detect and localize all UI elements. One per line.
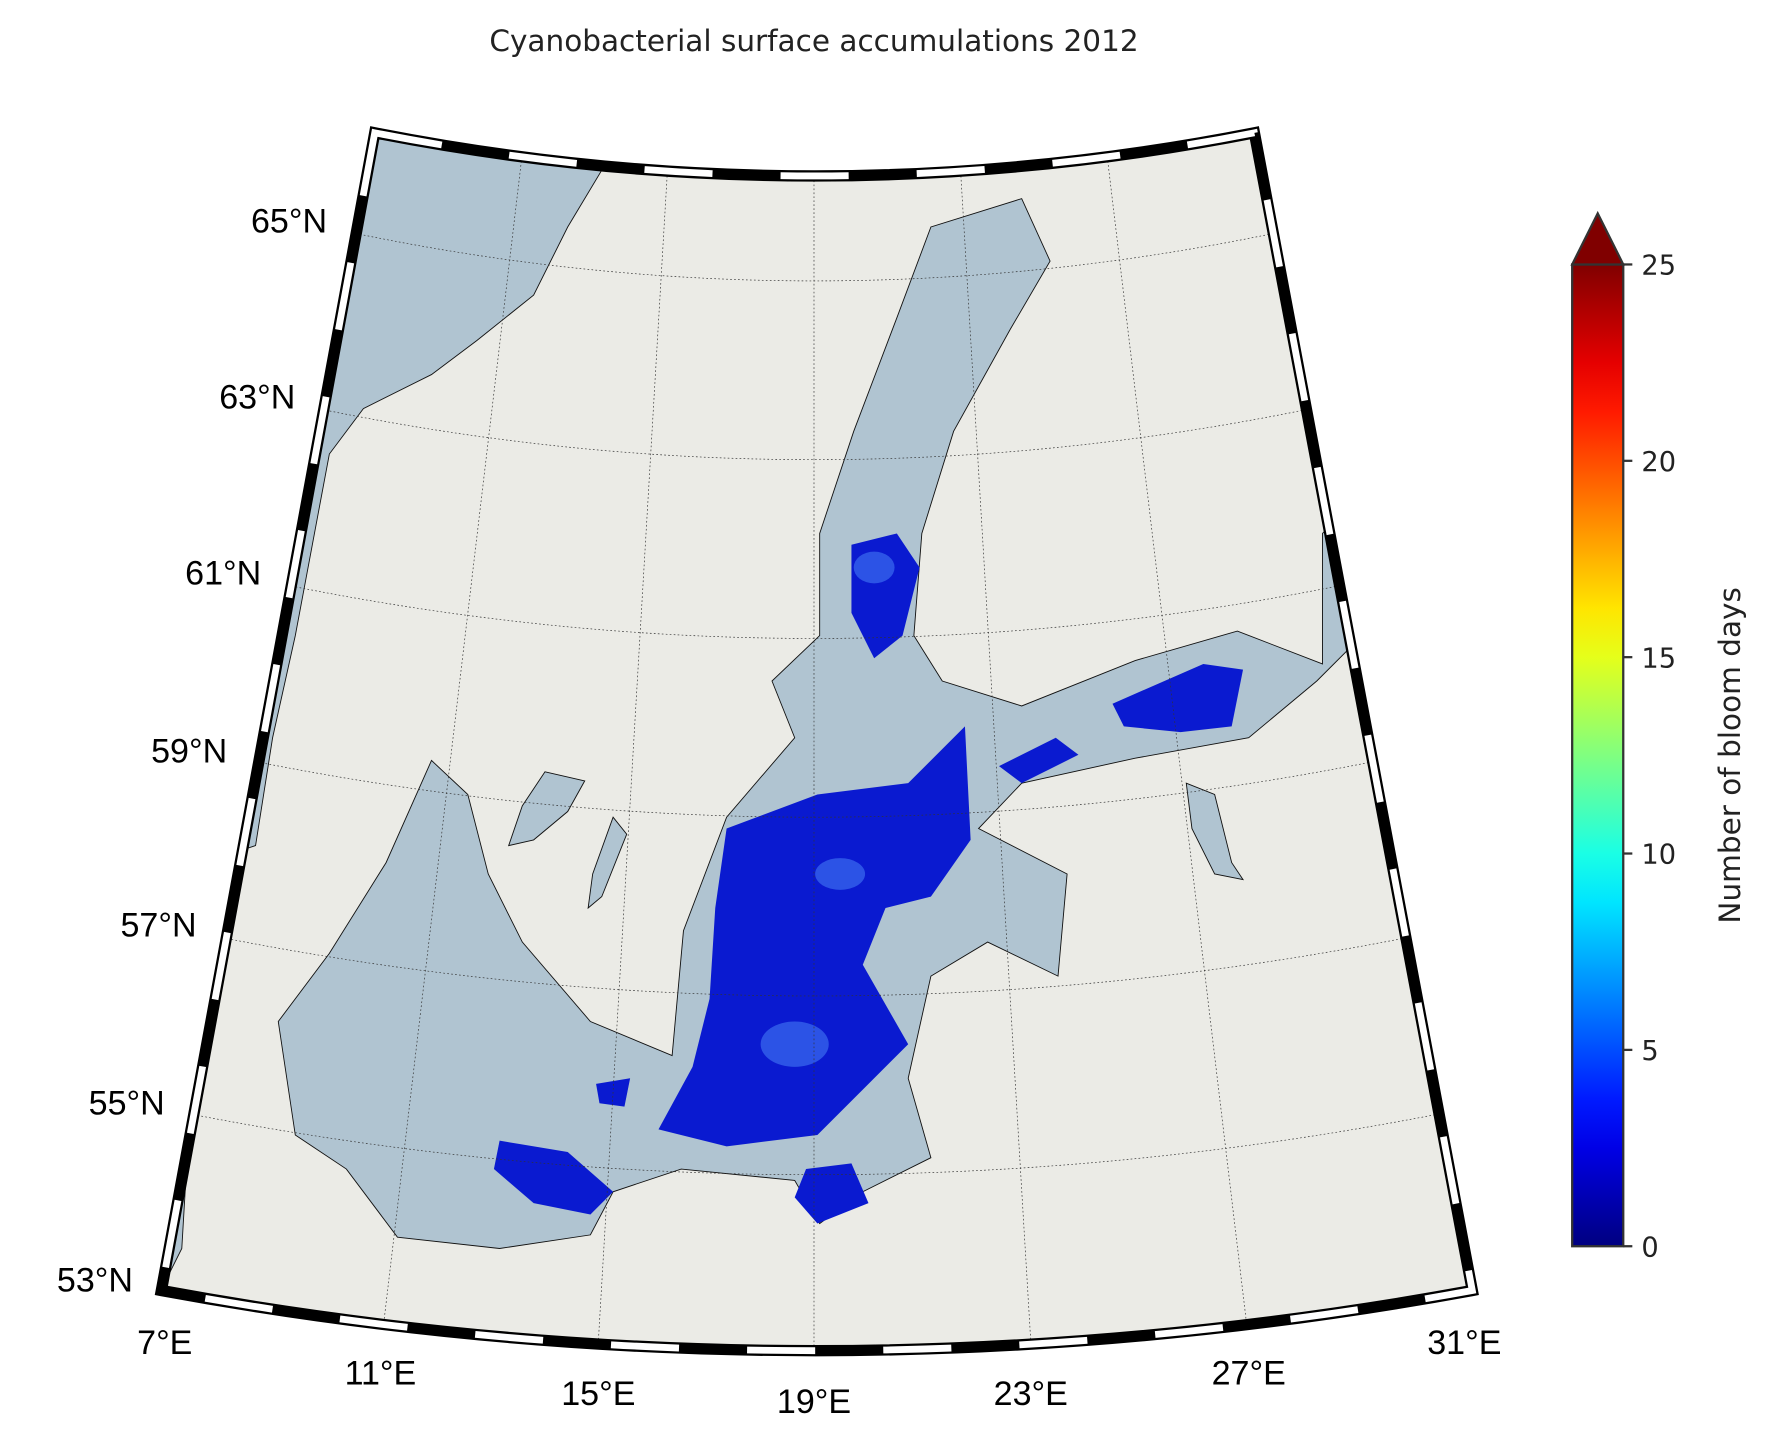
bloom-patch <box>999 737 1079 784</box>
lon-label: 23°E <box>994 1375 1068 1413</box>
lon-label: 11°E <box>345 1355 417 1393</box>
lon-label: 27°E <box>1212 1355 1286 1393</box>
lake <box>587 816 628 910</box>
colorbar-tick-label: 20 <box>1641 447 1676 478</box>
colorbar-gradient <box>1571 263 1625 1248</box>
lon-label: 31°E <box>1427 1324 1501 1362</box>
colorbar-tick-label: 25 <box>1641 251 1676 282</box>
lat-label: 61°N <box>185 555 261 593</box>
lat-label: 57°N <box>120 906 196 944</box>
lat-label: 55°N <box>89 1085 165 1123</box>
colorbar-tick-label: 5 <box>1641 1036 1658 1067</box>
lat-label: 59°N <box>151 733 227 771</box>
lake <box>507 771 586 847</box>
bloom-patches <box>493 533 1244 1224</box>
bloom-patch <box>493 1140 614 1215</box>
lat-label: 65°N <box>251 203 327 241</box>
lon-label: 19°E <box>777 1383 851 1421</box>
lat-label: 63°N <box>219 379 295 417</box>
lat-label: 53°N <box>57 1262 133 1300</box>
lon-label: 15°E <box>561 1375 635 1413</box>
chart-title: Cyanobacterial surface accumulations 201… <box>489 24 1138 58</box>
colorbar-tick-label: 15 <box>1641 643 1676 674</box>
bloom-highlights <box>760 551 895 1067</box>
map-area <box>161 132 1473 1351</box>
lon-label: 7°E <box>137 1324 192 1362</box>
lake <box>1185 782 1245 881</box>
bloom-patch <box>658 726 971 1147</box>
colorbar-tick-label: 0 <box>1641 1232 1658 1263</box>
bloom-patch <box>1112 663 1244 733</box>
map-labels: 65°N 63°N 61°N 59°N 57°N 55°N 53°N7°E 11°E 15°E 1… <box>57 203 1502 1421</box>
colorbar: 0 5 10 15 20 25 Number of bloom days <box>1570 210 1747 1263</box>
bloom-patch <box>794 1163 869 1224</box>
colorbar-tick-label: 10 <box>1641 840 1676 871</box>
map-frame-ticks <box>157 128 1477 1355</box>
colorbar-extend <box>1570 210 1626 266</box>
colorbar-label: Number of bloom days <box>1713 587 1747 923</box>
